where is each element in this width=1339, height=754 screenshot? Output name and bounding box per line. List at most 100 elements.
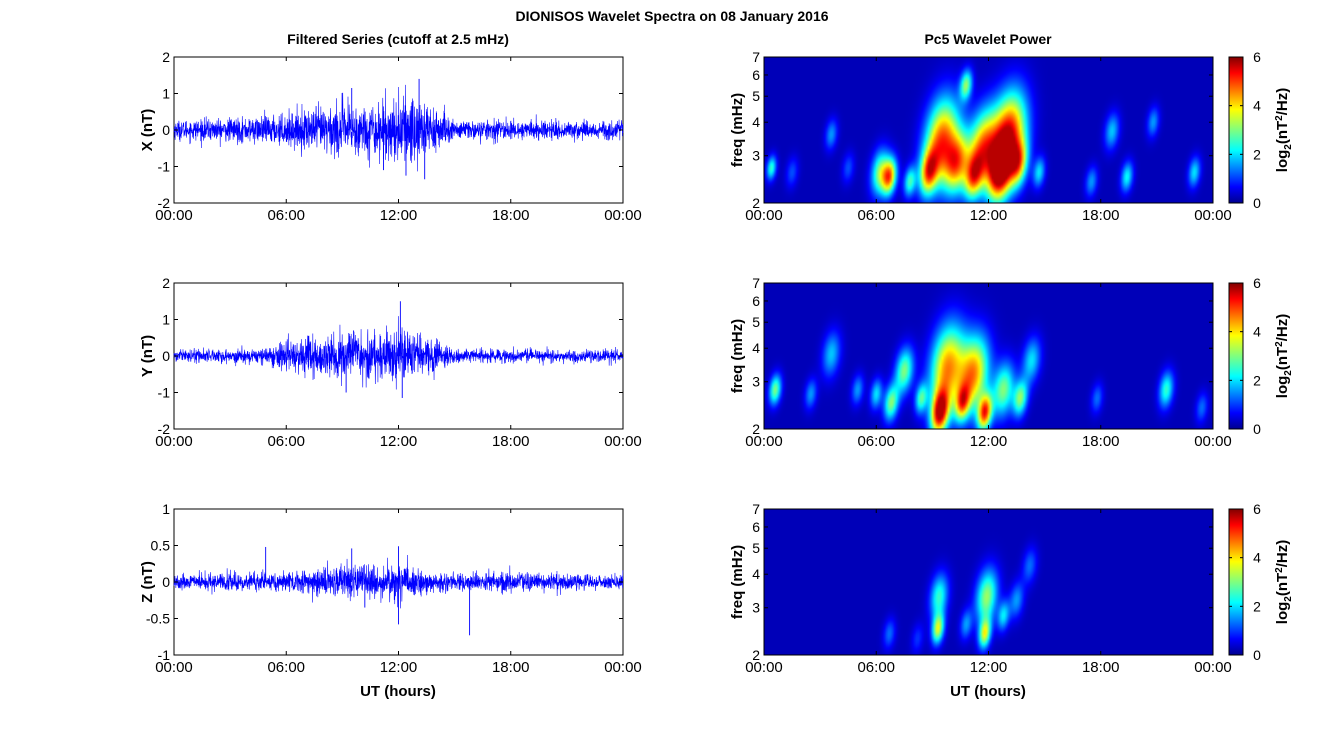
series-panel-y: 210-1-200:00 06:00 12:00 18:00 00:00Y (nT)	[139, 275, 642, 450]
freq-tick-label: 6	[752, 67, 760, 83]
x-tick-label: 06:00	[267, 433, 305, 450]
y-tick-label: 2	[162, 275, 170, 291]
colorbar	[1228, 282, 1244, 430]
freq-tick-label: 2	[752, 421, 760, 437]
series-panel-z: 10.50-0.5-100:00 06:00 12:00 18:00 00:00Z (n…	[139, 501, 642, 676]
colorbar-tick-label: 0	[1253, 647, 1261, 663]
colorbar-label: log2(nT2/Hz)	[1274, 314, 1294, 398]
freq-tick-label: 6	[752, 519, 760, 535]
y-tick-label: -1	[158, 647, 171, 663]
x-tick-label: 06:00	[267, 659, 305, 676]
x-tick-label: 12:00	[380, 207, 418, 224]
x-tick-label: 06:00	[857, 659, 895, 676]
freq-tick-label: 5	[752, 314, 760, 330]
colorbar-tick-label: 4	[1253, 98, 1261, 114]
freq-tick-label: 2	[752, 647, 760, 663]
x-tick-label: 00:00	[155, 433, 193, 450]
x-tick-label: 06:00	[857, 207, 895, 224]
y-tick-label: 0	[162, 574, 170, 590]
colorbar-tick-label: 4	[1253, 550, 1261, 566]
x-tick-label: 12:00	[380, 659, 418, 676]
right-column-title: Pc5 Wavelet Power	[924, 31, 1052, 47]
x-tick-label: 00:00	[1194, 659, 1232, 676]
x-tick-label: 12:00	[970, 207, 1008, 224]
y-axis-label: X (nT)	[139, 109, 156, 152]
colorbar-tick-label: 2	[1253, 372, 1261, 388]
freq-tick-label: 4	[752, 114, 760, 130]
y-tick-label: 0.5	[151, 538, 171, 554]
x-tick-label: 00:00	[1194, 433, 1232, 450]
x-axis-label-left: UT (hours)	[360, 683, 436, 700]
colorbar-tick-label: 6	[1253, 49, 1261, 65]
left-column-title: Filtered Series (cutoff at 2.5 mHz)	[287, 31, 509, 47]
x-tick-label: 00:00	[745, 433, 783, 450]
wavelet-heatmap-x	[764, 57, 1213, 203]
x-tick-label: 18:00	[492, 433, 530, 450]
freq-axis-label: freq (mHz)	[729, 319, 746, 393]
colorbar-tick-label: 4	[1253, 324, 1261, 340]
freq-tick-label: 3	[752, 374, 760, 390]
freq-tick-label: 5	[752, 540, 760, 556]
x-tick-label: 18:00	[492, 659, 530, 676]
y-tick-label: -0.5	[146, 611, 170, 627]
series-panel-x: 210-1-200:00 06:00 12:00 18:00 00:00X (nT)	[139, 49, 642, 224]
y-tick-label: -1	[158, 159, 171, 175]
colorbar-label: log2(nT2/Hz)	[1274, 88, 1294, 172]
wavelet-heatmap-z	[764, 509, 1213, 655]
colorbar-tick-label: 0	[1253, 195, 1261, 211]
y-axis-label: Y (nT)	[139, 335, 156, 377]
x-tick-label: 00:00	[604, 207, 642, 224]
x-tick-label: 18:00	[1082, 207, 1120, 224]
freq-tick-label: 4	[752, 566, 760, 582]
freq-tick-label: 3	[752, 148, 760, 164]
freq-tick-label: 5	[752, 88, 760, 104]
x-tick-label: 00:00	[604, 659, 642, 676]
x-tick-label: 18:00	[1082, 433, 1120, 450]
x-tick-label: 18:00	[492, 207, 530, 224]
freq-axis-label: freq (mHz)	[729, 93, 746, 167]
freq-tick-label: 6	[752, 293, 760, 309]
y-tick-label: 1	[162, 312, 170, 328]
x-tick-label: 00:00	[155, 207, 193, 224]
freq-tick-label: 7	[752, 275, 760, 291]
x-axis-label-right: UT (hours)	[950, 683, 1026, 700]
colorbar-tick-label: 6	[1253, 501, 1261, 517]
x-tick-label: 06:00	[857, 433, 895, 450]
y-tick-label: 2	[162, 49, 170, 65]
y-tick-label: -2	[158, 195, 171, 211]
y-tick-label: -2	[158, 421, 171, 437]
x-tick-label: 12:00	[970, 659, 1008, 676]
colorbar-label: log2(nT2/Hz)	[1274, 540, 1294, 624]
colorbar-tick-label: 2	[1253, 146, 1261, 162]
freq-tick-label: 2	[752, 195, 760, 211]
x-tick-label: 00:00	[1194, 207, 1232, 224]
x-tick-label: 06:00	[267, 207, 305, 224]
figure-title: DIONISOS Wavelet Spectra on 08 January 2…	[515, 8, 828, 24]
colorbar-tick-label: 2	[1253, 598, 1261, 614]
colorbar	[1228, 56, 1244, 204]
y-tick-label: -1	[158, 385, 171, 401]
x-tick-label: 00:00	[604, 433, 642, 450]
freq-tick-label: 7	[752, 501, 760, 517]
panels-group: 210-1-200:00 06:00 12:00 18:00 00:00X (nT)21…	[139, 49, 1294, 676]
wavelet-heatmap-y	[764, 283, 1213, 429]
y-tick-label: 0	[162, 348, 170, 364]
y-axis-label: Z (nT)	[139, 561, 156, 603]
freq-tick-label: 7	[752, 49, 760, 65]
x-tick-label: 00:00	[745, 207, 783, 224]
y-tick-label: 1	[162, 501, 170, 517]
series-trace-x	[173, 84, 624, 172]
series-trace-y	[173, 316, 624, 390]
freq-tick-label: 4	[752, 340, 760, 356]
colorbar-tick-label: 0	[1253, 421, 1261, 437]
y-tick-label: 0	[162, 122, 170, 138]
colorbar	[1228, 508, 1244, 656]
x-tick-label: 00:00	[745, 659, 783, 676]
x-tick-label: 00:00	[155, 659, 193, 676]
y-tick-label: 1	[162, 86, 170, 102]
colorbar-tick-label: 6	[1253, 275, 1261, 291]
x-tick-label: 12:00	[970, 433, 1008, 450]
